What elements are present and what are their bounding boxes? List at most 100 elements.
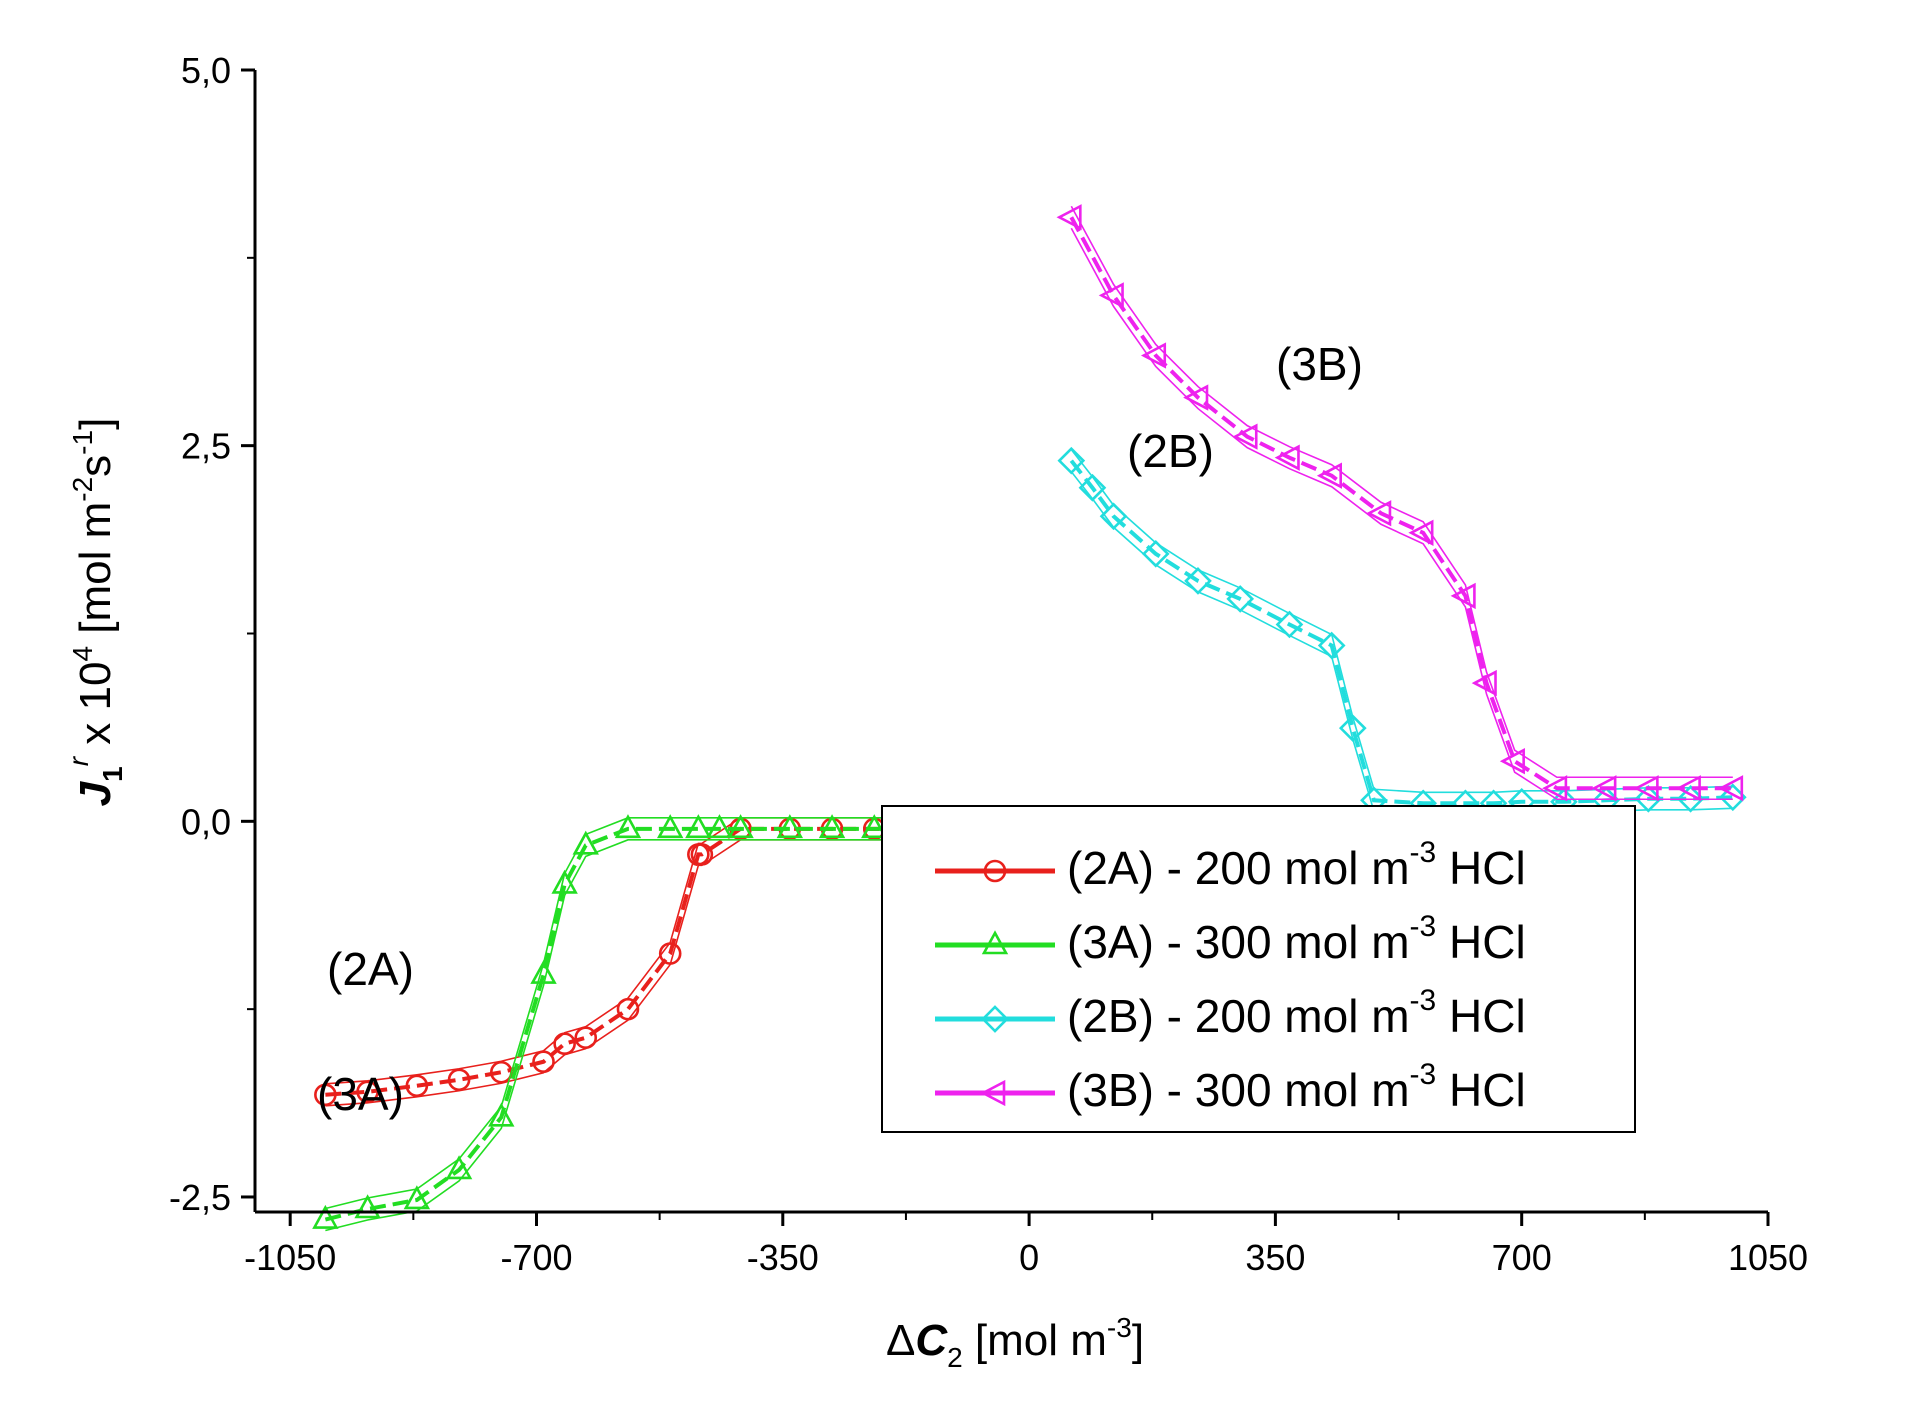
- series-3A-line: [324, 826, 987, 1222]
- annotation-3B: (3B): [1276, 338, 1363, 390]
- legend-tail-2B: HCl: [1436, 990, 1525, 1042]
- legend-exp-2A: -3: [1410, 836, 1437, 869]
- legend-exp-2B: -3: [1410, 984, 1437, 1017]
- x-tick-label: -350: [747, 1237, 819, 1278]
- series-3A-point: [706, 814, 733, 839]
- series-2B-line: [1069, 459, 1733, 806]
- legend-main-3A: (3A) - 300 mol m: [1067, 916, 1410, 968]
- series-2B-point: [1338, 714, 1367, 742]
- series-3B-point: [1633, 775, 1659, 802]
- legend-main-3B: (3B) - 300 mol m: [1067, 1064, 1410, 1116]
- series-3A-point: [354, 1194, 381, 1219]
- legend-label-2B: (2B) - 200 mol m-3 HCl: [1067, 984, 1526, 1042]
- legend-tail-3A: HCl: [1436, 916, 1525, 968]
- axes: [253, 70, 1768, 1214]
- series-2B-point: [1057, 446, 1086, 475]
- series-3A-point: [727, 814, 754, 839]
- series-2B-point: [1184, 567, 1212, 595]
- legend-exp-3B: -3: [1410, 1058, 1437, 1091]
- series-3B-band-lower: [1070, 227, 1733, 801]
- series-2A-point: [616, 997, 640, 1021]
- series-3A-point: [403, 1185, 431, 1210]
- series-3B-line: [1069, 216, 1733, 791]
- legend-box: [881, 805, 1636, 1133]
- series-2A-point: [314, 1083, 337, 1107]
- series-3B-point: [1366, 500, 1392, 527]
- series-2A-point: [658, 942, 682, 965]
- series-3B-point: [1499, 748, 1525, 775]
- legend-tail-3B: HCl: [1436, 1064, 1525, 1116]
- series-3B-point: [1450, 582, 1476, 610]
- series-3B-point: [1408, 519, 1434, 546]
- series-3B-point: [1056, 204, 1082, 231]
- series-3A-band-lower: [325, 839, 987, 1232]
- series-2A-point: [690, 843, 714, 866]
- x-axis-title-close: ]: [1132, 1316, 1144, 1365]
- series-3B-point: [1098, 282, 1124, 309]
- legend-items: [935, 859, 1055, 1107]
- series-2B-point: [1078, 473, 1107, 502]
- legend-label-2A: (2A) - 200 mol m-3 HCl: [1067, 836, 1526, 894]
- legend-swatch-marker-3B: [980, 1079, 1006, 1107]
- y-axis-title: J1r x 104 [mol m-2s-1]: [63, 418, 128, 807]
- y-tick-label: 2,5: [181, 426, 231, 467]
- legend-swatch-marker-2A: [983, 859, 1007, 883]
- data-layer: [312, 204, 1747, 1232]
- x-tick-label: 0: [1019, 1237, 1039, 1278]
- series-3A-point: [614, 814, 642, 839]
- series-3B-point: [1471, 669, 1497, 697]
- series-3B-point: [1591, 775, 1617, 802]
- series-3A-point: [312, 1204, 339, 1229]
- series-3A-point: [530, 959, 557, 984]
- x-tick-label: 1050: [1728, 1237, 1808, 1278]
- tick-marks: -1050 -700 -350 0 350 700 1050 -2,5 0,0 2,5 5,0: [169, 50, 1808, 1278]
- series-2A-point: [574, 1026, 598, 1049]
- x-axis-title-delta: Δ: [886, 1316, 915, 1365]
- annotation-2A: (2A): [327, 943, 414, 995]
- legend-tail-2A: HCl: [1436, 842, 1525, 894]
- series-3B-point: [1183, 384, 1209, 411]
- series-3B: [1056, 204, 1744, 802]
- x-tick-label: 700: [1492, 1237, 1552, 1278]
- legend-swatch-marker-2B: [981, 1005, 1009, 1033]
- y-axis-title-sup: r: [63, 755, 94, 766]
- legend: (2A) - 200 mol m-3 HCl (3A) - 300 mol m-…: [881, 805, 1636, 1133]
- legend-label-3B: (3B) - 300 mol m-3 HCl: [1067, 1058, 1526, 1116]
- x-axis-title-rest: [mol m: [963, 1316, 1107, 1365]
- annotation-3A: (3A): [317, 1068, 404, 1120]
- y-tick-label: -2,5: [169, 1177, 231, 1218]
- series-2A-point: [447, 1068, 471, 1092]
- y-axis-title-exp: 4: [67, 646, 98, 662]
- legend-main-2B: (2B) - 200 mol m: [1067, 990, 1410, 1042]
- series-3A-point: [776, 814, 804, 839]
- y-axis-title-close: ]: [71, 418, 120, 430]
- series-3A-point: [445, 1155, 473, 1180]
- series-3B-point: [1316, 462, 1342, 489]
- series-2A-point: [405, 1074, 429, 1098]
- x-tick-label: -700: [500, 1237, 572, 1278]
- series-2A-point: [553, 1032, 576, 1056]
- series-3A-point: [861, 814, 888, 839]
- y-axis-title-rest: x 10: [71, 662, 120, 757]
- series-2A-point: [356, 1080, 379, 1104]
- series-3B-band-upper: [1070, 205, 1733, 779]
- y-axis-title-exp3: -1: [67, 430, 98, 455]
- series-3B-point: [1232, 423, 1258, 450]
- x-tick-label: 350: [1245, 1237, 1305, 1278]
- series-3B-point: [1274, 444, 1300, 471]
- y-tick-label: 5,0: [181, 50, 231, 91]
- series-2B-point: [1275, 610, 1304, 639]
- legend-main-2A: (2A) - 200 mol m: [1067, 842, 1410, 894]
- series-2A-point: [532, 1050, 555, 1074]
- series-3A-point: [488, 1102, 515, 1127]
- series-3B-point: [1140, 342, 1167, 369]
- series-2B-point: [1317, 631, 1346, 660]
- y-axis-title-symbol: J: [71, 780, 120, 806]
- series-3B-point: [1718, 775, 1744, 802]
- series-3A-point: [572, 830, 599, 855]
- series-3B-point: [1542, 775, 1568, 802]
- y-axis-title-unit2: s: [71, 455, 120, 477]
- series-3B-point: [1675, 775, 1701, 802]
